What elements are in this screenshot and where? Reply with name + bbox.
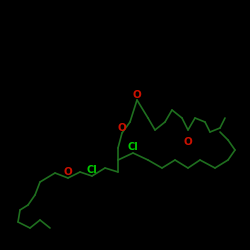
Text: Cl: Cl: [128, 142, 138, 152]
Text: O: O: [118, 123, 126, 133]
Text: Cl: Cl: [87, 165, 98, 175]
Text: O: O: [64, 167, 72, 177]
Text: O: O: [184, 137, 192, 147]
Text: O: O: [132, 90, 141, 100]
